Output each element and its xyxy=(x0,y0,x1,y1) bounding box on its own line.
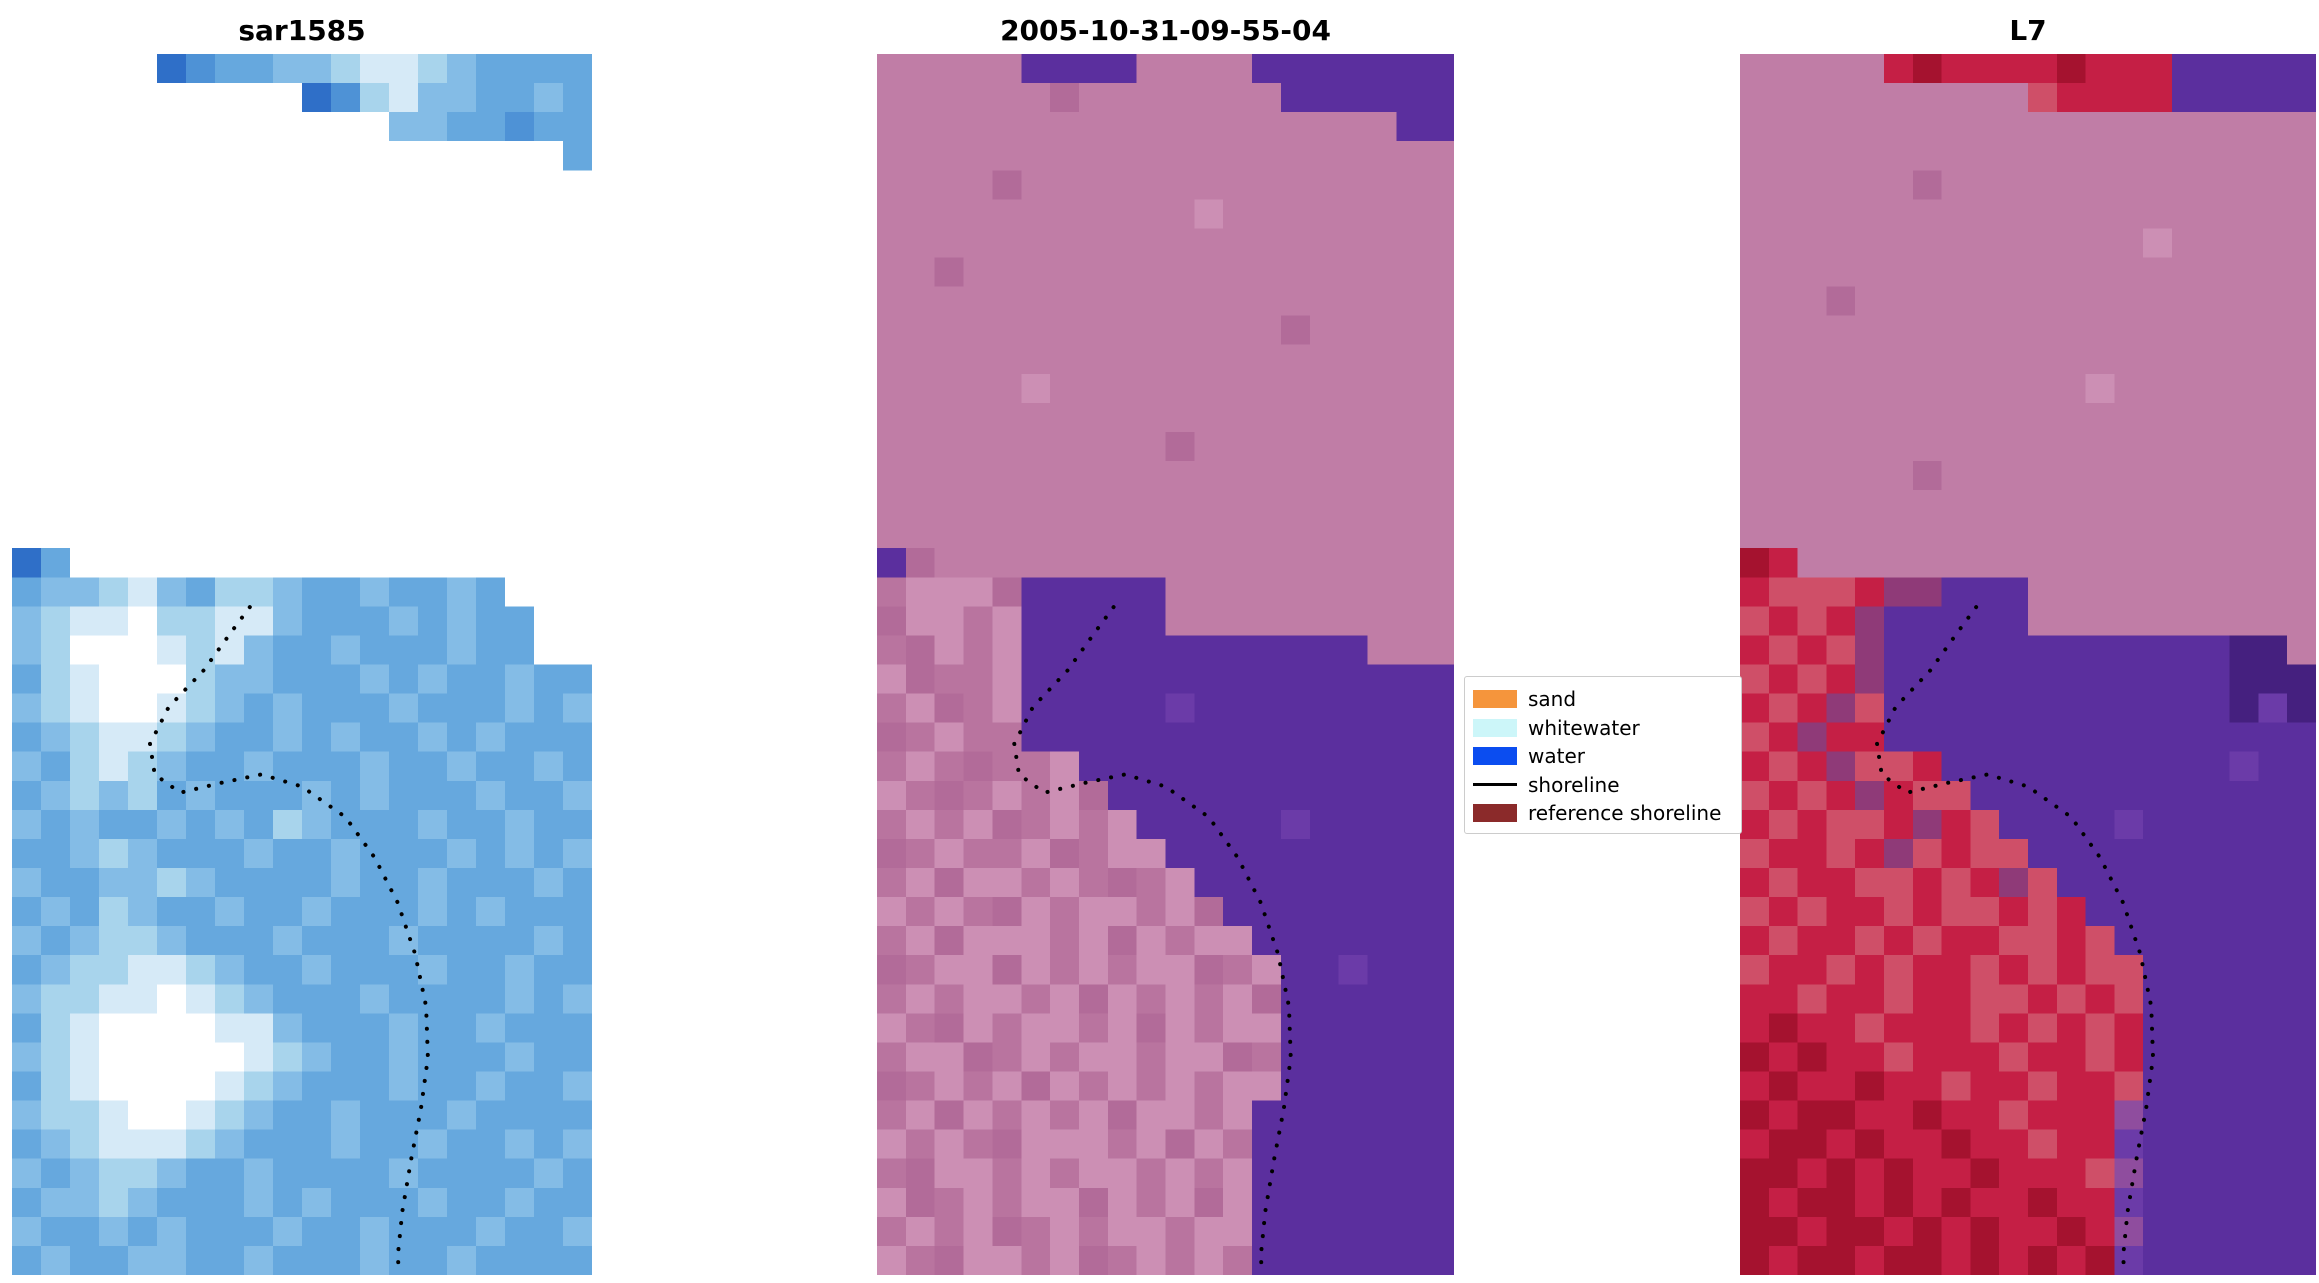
sar1585-pixel-image xyxy=(12,54,592,1275)
panel-2005-10-31-09-55-04: 2005-10-31-09-55-04 xyxy=(877,6,1454,1275)
legend-label-water: water xyxy=(1528,744,1585,768)
legend-swatch-sand xyxy=(1473,690,1517,708)
legend-item-reference-shoreline: reference shoreline xyxy=(1473,799,1733,827)
panel-title-l7: L7 xyxy=(2009,13,2047,47)
legend-item-water: water xyxy=(1473,742,1733,770)
legend-label-shoreline: shoreline xyxy=(1528,772,1620,797)
classified-image-area xyxy=(877,54,1454,1275)
sar1585-image-area xyxy=(12,54,592,1275)
panel-l7: L7 xyxy=(1740,6,2316,1275)
legend-swatch-shoreline-line xyxy=(1473,783,1517,786)
l7-image-area xyxy=(1740,54,2316,1275)
l7-pixel-image xyxy=(1740,54,2316,1275)
panel-title-sar1585: sar1585 xyxy=(238,13,366,47)
classified-pixel-image xyxy=(877,54,1454,1275)
legend-label-sand: sand xyxy=(1528,687,1577,711)
legend-item-sand: sand xyxy=(1473,685,1733,713)
legend-label-whitewater: whitewater xyxy=(1528,715,1640,740)
legend-label-reference-shoreline: reference shoreline xyxy=(1528,801,1722,825)
legend-swatch-water xyxy=(1473,747,1517,765)
legend: sand whitewater water shoreline referenc… xyxy=(1464,676,1742,834)
legend-swatch-whitewater xyxy=(1473,718,1517,737)
panel-title-timestamp: 2005-10-31-09-55-04 xyxy=(1000,13,1331,47)
legend-swatch-reference-shoreline xyxy=(1473,804,1517,822)
legend-item-whitewater: whitewater xyxy=(1473,714,1733,742)
panel-sar1585: sar1585 xyxy=(12,6,592,1275)
legend-item-shoreline: shoreline xyxy=(1473,771,1733,799)
